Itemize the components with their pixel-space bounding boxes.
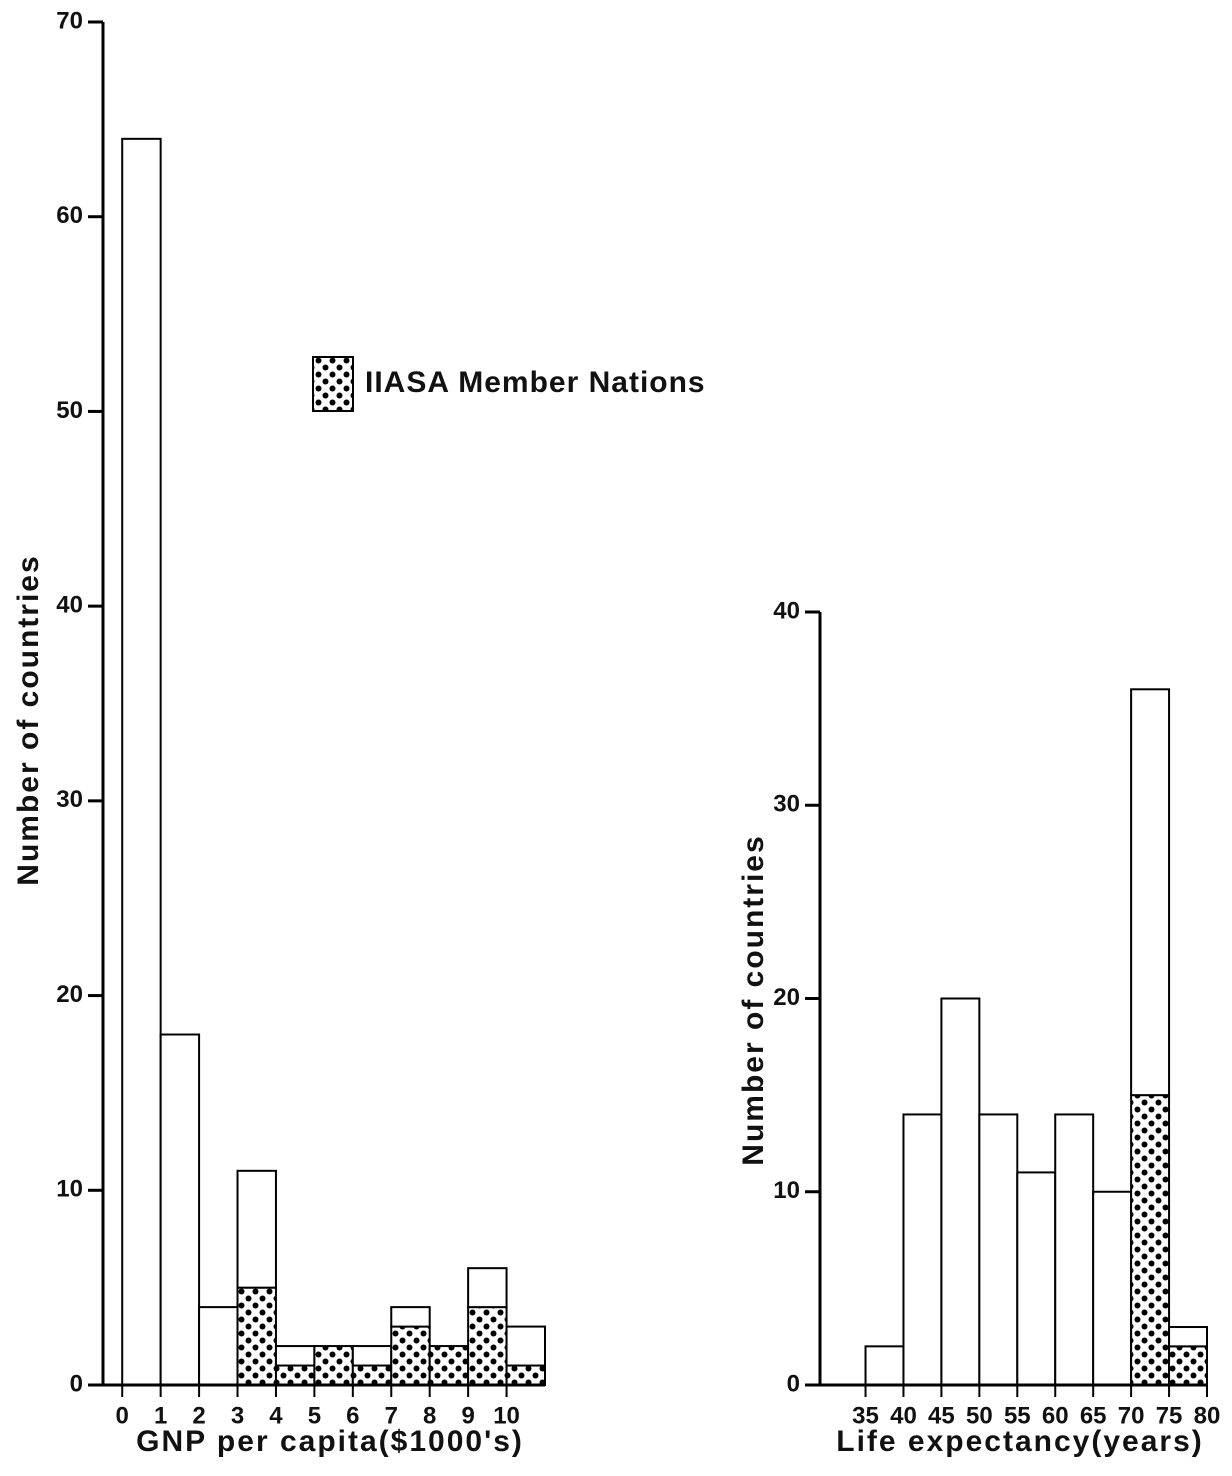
x-tick-label: 65 — [1080, 1402, 1107, 1429]
bar-segment — [274, 1345, 316, 1367]
x-tick-label: 7 — [385, 1402, 398, 1429]
bar-segment — [159, 1033, 201, 1386]
bar-segment — [864, 1345, 905, 1386]
legend-swatch — [312, 356, 354, 412]
bar-segment — [1054, 1113, 1095, 1386]
x-tick-label: 55 — [1004, 1402, 1031, 1429]
x-tick-label: 9 — [461, 1402, 474, 1429]
y-tick-label: 40 — [773, 597, 800, 624]
bar-segment — [1168, 1345, 1209, 1386]
bar-segment — [313, 1345, 354, 1386]
bar-segment — [274, 1364, 316, 1386]
bar-segment — [902, 1113, 943, 1386]
y-axis-title: Number of countries — [12, 554, 45, 885]
x-tick-label: 45 — [928, 1402, 955, 1429]
bar-segment — [390, 1325, 431, 1386]
x-tick-label: 35 — [852, 1402, 879, 1429]
legend-label: IIASA Member Nations — [365, 366, 706, 399]
x-tick-label: 0 — [116, 1402, 129, 1429]
bar-segment — [351, 1364, 393, 1386]
x-tick-label: 6 — [346, 1402, 359, 1429]
x-tick-label: 50 — [966, 1402, 993, 1429]
bar-segment — [1130, 688, 1171, 1097]
bar-segment — [236, 1169, 277, 1289]
y-tick-label: 0 — [70, 1370, 83, 1397]
y-axis-title: Number of countries — [737, 834, 770, 1165]
bar-segment — [467, 1267, 508, 1309]
bar-segment — [351, 1345, 393, 1367]
bar-segment — [505, 1325, 546, 1367]
x-axis-title: GNP per capita($1000's) — [136, 1425, 524, 1458]
bar-segment — [1130, 1094, 1171, 1386]
bar-segment — [1168, 1326, 1209, 1348]
x-tick-label: 1 — [154, 1402, 167, 1429]
y-tick-label: 30 — [56, 786, 83, 813]
y-tick-label: 70 — [56, 7, 83, 34]
x-tick-label: 5 — [308, 1402, 321, 1429]
bar-segment — [940, 997, 981, 1386]
x-tick-label: 3 — [231, 1402, 244, 1429]
x-tick-label: 60 — [1042, 1402, 1069, 1429]
y-tick-label: 0 — [787, 1370, 800, 1397]
x-tick-label: 4 — [269, 1402, 283, 1429]
bar-segment — [467, 1306, 508, 1386]
x-tick-label: 80 — [1194, 1402, 1221, 1429]
y-tick-label: 20 — [56, 981, 83, 1008]
y-tick-label: 10 — [773, 1177, 800, 1204]
x-tick-label: 40 — [890, 1402, 917, 1429]
y-tick-label: 40 — [56, 591, 83, 618]
y-tick-label: 20 — [773, 984, 800, 1011]
bar-segment — [428, 1345, 470, 1386]
y-tick-label: 10 — [56, 1176, 83, 1203]
bar-segment — [236, 1286, 277, 1386]
bar-segment — [198, 1306, 239, 1386]
bar-segment — [1092, 1190, 1133, 1386]
y-tick-label: 30 — [773, 791, 800, 818]
x-tick-label: 10 — [493, 1402, 520, 1429]
y-tick-label: 60 — [56, 202, 83, 229]
x-tick-label: 2 — [192, 1402, 205, 1429]
bar-segment — [1016, 1171, 1057, 1387]
y-tick-label: 50 — [56, 397, 83, 424]
bar-segment — [390, 1306, 431, 1328]
bar-segment — [978, 1113, 1019, 1386]
bar-segment — [121, 137, 162, 1386]
x-tick-label: 70 — [1118, 1402, 1145, 1429]
x-tick-label: 75 — [1156, 1402, 1183, 1429]
x-tick-label: 8 — [423, 1402, 436, 1429]
bar-segment — [505, 1364, 546, 1386]
x-axis-title: Life expectancy(years) — [836, 1425, 1204, 1458]
